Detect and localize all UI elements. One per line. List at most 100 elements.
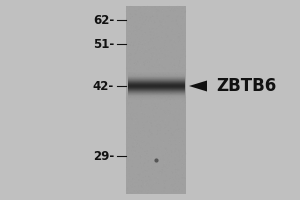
Point (173, 73, 178, 76)
Point (130, 113, 135, 116)
Point (176, 111, 181, 114)
Point (163, 94, 168, 97)
Point (133, 83, 138, 86)
Point (128, 49, 133, 53)
Point (162, 160, 167, 163)
Point (132, 143, 136, 146)
Point (134, 128, 139, 132)
Point (172, 40, 177, 43)
Point (157, 84, 162, 87)
Point (156, 64, 161, 67)
Point (143, 88, 148, 91)
Point (163, 187, 167, 190)
Point (182, 106, 186, 109)
Point (182, 90, 187, 93)
Point (140, 42, 145, 45)
Point (166, 81, 171, 84)
Point (158, 81, 163, 84)
Point (176, 174, 181, 177)
Point (154, 26, 159, 29)
Point (151, 31, 156, 34)
Point (143, 75, 148, 78)
Point (130, 114, 135, 117)
Point (130, 186, 134, 189)
Point (175, 36, 180, 39)
Point (141, 168, 146, 171)
Point (138, 58, 142, 61)
Point (170, 87, 175, 90)
Point (130, 43, 135, 46)
Point (149, 134, 154, 137)
Point (137, 32, 142, 35)
Point (131, 134, 136, 138)
Point (154, 187, 159, 190)
Point (173, 92, 178, 95)
Point (151, 136, 155, 140)
Point (137, 151, 142, 154)
Point (170, 113, 175, 116)
Point (161, 74, 166, 77)
Point (158, 154, 163, 157)
Point (133, 20, 138, 24)
Point (164, 87, 169, 90)
Point (136, 173, 141, 177)
Point (168, 82, 173, 85)
Point (130, 145, 135, 148)
Point (181, 131, 186, 134)
Point (162, 128, 167, 131)
Point (176, 36, 180, 40)
Point (162, 162, 167, 165)
Point (142, 76, 147, 79)
Point (180, 34, 184, 37)
Point (146, 141, 150, 144)
Point (157, 75, 161, 78)
Point (167, 186, 171, 189)
Point (175, 145, 179, 148)
Point (157, 119, 162, 122)
Point (126, 144, 131, 147)
Point (136, 135, 141, 138)
Point (168, 26, 173, 29)
Point (144, 79, 149, 82)
Point (172, 146, 176, 149)
Point (139, 5, 143, 8)
Point (154, 148, 159, 151)
Point (161, 14, 166, 18)
Point (174, 189, 178, 192)
Point (148, 141, 153, 144)
Point (132, 99, 137, 102)
Point (173, 170, 178, 174)
Point (174, 80, 179, 83)
Point (125, 79, 130, 82)
Point (161, 109, 166, 112)
Point (136, 7, 141, 11)
Point (150, 98, 154, 101)
Point (137, 71, 142, 74)
Point (135, 113, 140, 116)
Point (139, 101, 144, 104)
Point (160, 183, 165, 186)
Point (159, 17, 164, 20)
Point (158, 135, 163, 139)
Point (141, 176, 146, 179)
Point (125, 138, 130, 142)
Point (175, 164, 180, 167)
Point (178, 155, 183, 158)
Point (126, 140, 130, 143)
Point (148, 107, 152, 110)
Point (133, 54, 138, 57)
Point (162, 152, 167, 155)
Point (142, 134, 146, 137)
Point (130, 182, 135, 186)
Point (150, 16, 155, 19)
Point (138, 44, 143, 47)
Point (176, 33, 181, 36)
Point (168, 98, 172, 101)
Point (177, 160, 182, 163)
Point (161, 189, 166, 193)
Point (173, 63, 178, 66)
Point (143, 169, 148, 172)
Point (162, 94, 167, 97)
Point (144, 135, 148, 138)
Point (165, 157, 170, 160)
